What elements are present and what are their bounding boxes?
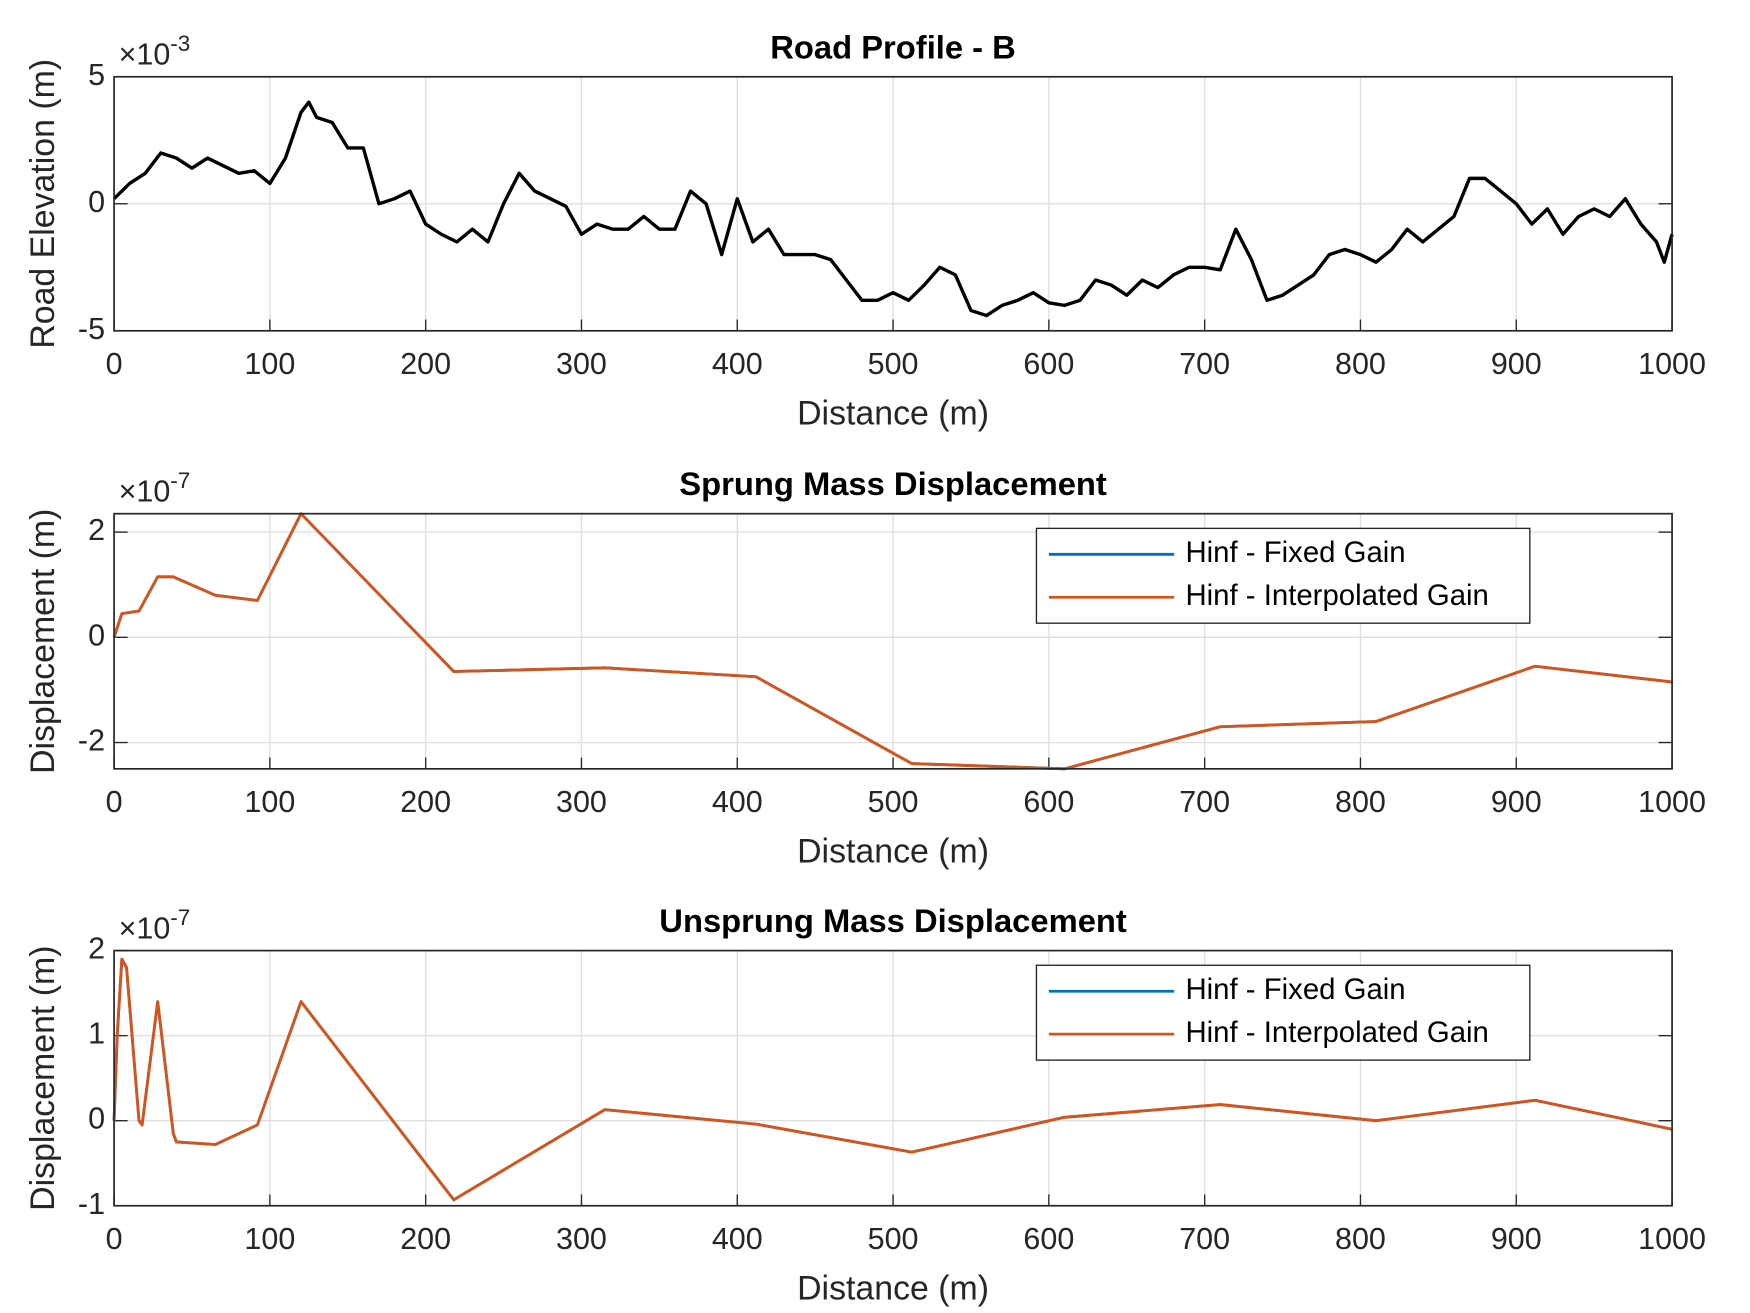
chart-title: Sprung Mass Displacement: [679, 465, 1107, 502]
y-tick-label: 2: [88, 932, 105, 966]
y-tick-label: 5: [88, 58, 105, 92]
x-tick-label: 1000: [1638, 347, 1706, 381]
x-tick-label: 100: [244, 785, 295, 819]
x-tick-label: 900: [1491, 1222, 1542, 1256]
y-multiplier: ×10-3: [119, 31, 191, 71]
x-tick-label: 500: [868, 785, 919, 819]
data-line: [112, 957, 1673, 1202]
legend-label: Hinf - Interpolated Gain: [1185, 579, 1488, 612]
y-multiplier-exponent: -3: [170, 31, 190, 56]
legend-label: Hinf - Fixed Gain: [1185, 973, 1405, 1006]
y-axis-label: Displacement (m): [24, 509, 62, 774]
x-tick-label: 800: [1335, 1222, 1386, 1256]
x-tick-label: 700: [1179, 1222, 1230, 1256]
legend-label: Hinf - Fixed Gain: [1185, 536, 1405, 569]
y-tick-label: 0: [88, 1102, 105, 1136]
x-axis-label: Distance (m): [797, 1269, 989, 1307]
y-tick-label: 2: [88, 513, 105, 547]
y-multiplier-base: ×10: [119, 911, 171, 945]
x-tick-label: 800: [1335, 785, 1386, 819]
y-multiplier-base: ×10: [119, 474, 171, 508]
y-multiplier-exponent: -7: [170, 905, 190, 930]
x-tick-label: 900: [1491, 785, 1542, 819]
y-tick-label: 0: [88, 618, 105, 652]
chart-title: Road Profile - B: [770, 28, 1016, 65]
x-tick-label: 100: [244, 1222, 295, 1256]
x-tick-label: 500: [868, 347, 919, 381]
x-tick-label: 700: [1179, 347, 1230, 381]
x-tick-label: 0: [106, 347, 123, 381]
axes-box: [113, 75, 1673, 332]
y-axis-label: Displacement (m): [24, 946, 62, 1211]
x-tick-label: 200: [400, 785, 451, 819]
x-tick-label: 100: [244, 347, 295, 381]
legend-box: [1035, 527, 1531, 624]
x-tick-label: 1000: [1638, 785, 1706, 819]
y-axis-label: Road Elevation (m): [24, 59, 62, 349]
x-tick-label: 600: [1023, 347, 1074, 381]
y-tick-label: -5: [78, 312, 105, 346]
x-tick-label: 900: [1491, 347, 1542, 381]
x-tick-label: 400: [712, 347, 763, 381]
chart-title: Unsprung Mass Displacement: [659, 902, 1127, 939]
x-tick-label: 300: [556, 785, 607, 819]
x-tick-label: 300: [556, 1222, 607, 1256]
data-line: [112, 512, 1673, 771]
y-multiplier: ×10-7: [119, 905, 191, 945]
x-tick-label: 0: [106, 785, 123, 819]
x-tick-label: 500: [868, 1222, 919, 1256]
y-tick-label: -1: [78, 1187, 105, 1221]
y-multiplier: ×10-7: [119, 468, 191, 508]
y-tick-label: -2: [78, 724, 105, 758]
legend-box: [1035, 964, 1531, 1061]
x-tick-label: 200: [400, 1222, 451, 1256]
x-tick-label: 400: [712, 1222, 763, 1256]
x-tick-label: 700: [1179, 785, 1230, 819]
x-tick-label: 0: [106, 1222, 123, 1256]
x-tick-label: 600: [1023, 1222, 1074, 1256]
y-tick-label: 1: [88, 1017, 105, 1051]
y-multiplier-base: ×10: [119, 37, 171, 71]
axes-box: [113, 512, 1673, 770]
axes-box: [113, 949, 1673, 1207]
x-axis-label: Distance (m): [797, 832, 989, 870]
legend-label: Hinf - Interpolated Gain: [1185, 1016, 1488, 1049]
x-tick-label: 200: [400, 347, 451, 381]
y-tick-label: 0: [88, 185, 105, 219]
y-multiplier-exponent: -7: [170, 468, 190, 493]
x-tick-label: 300: [556, 347, 607, 381]
x-tick-label: 600: [1023, 785, 1074, 819]
x-tick-label: 400: [712, 785, 763, 819]
x-tick-label: 800: [1335, 347, 1386, 381]
data-line: [112, 100, 1674, 318]
x-axis-label: Distance (m): [797, 394, 989, 432]
x-tick-label: 1000: [1638, 1222, 1706, 1256]
